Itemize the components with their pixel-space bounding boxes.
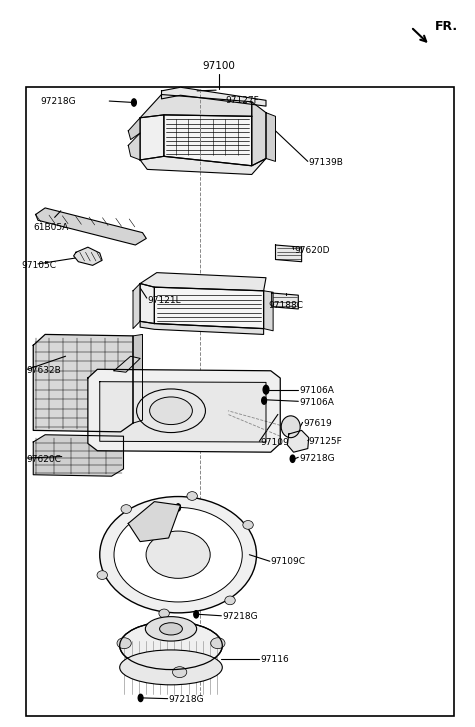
Text: 97109C: 97109C [271, 557, 306, 566]
Ellipse shape [121, 505, 132, 513]
Polygon shape [140, 284, 154, 324]
Circle shape [176, 504, 180, 511]
Text: 97139B: 97139B [309, 158, 343, 167]
Circle shape [262, 397, 266, 404]
Polygon shape [140, 95, 252, 118]
Text: 97619: 97619 [303, 419, 332, 427]
Polygon shape [114, 356, 140, 372]
Polygon shape [128, 118, 140, 140]
Polygon shape [276, 245, 302, 262]
Ellipse shape [114, 507, 242, 602]
Polygon shape [264, 291, 273, 331]
Polygon shape [287, 430, 309, 452]
Polygon shape [164, 115, 252, 166]
Polygon shape [128, 502, 180, 542]
Text: 97127F: 97127F [226, 96, 259, 105]
Polygon shape [88, 369, 280, 452]
Text: 97121L: 97121L [147, 296, 181, 305]
Ellipse shape [120, 622, 222, 670]
Polygon shape [33, 435, 124, 476]
Polygon shape [128, 133, 140, 160]
Text: 61B05A: 61B05A [33, 223, 68, 232]
Text: 97218G: 97218G [222, 612, 258, 621]
Circle shape [290, 455, 295, 462]
Ellipse shape [117, 638, 131, 648]
Text: 97106A: 97106A [299, 398, 334, 406]
Ellipse shape [281, 416, 300, 438]
Polygon shape [133, 284, 140, 329]
Text: 97218G: 97218G [169, 695, 204, 704]
Polygon shape [162, 87, 266, 106]
Text: 97620C: 97620C [26, 455, 61, 464]
Polygon shape [266, 113, 275, 161]
Ellipse shape [100, 497, 256, 613]
Text: 97632B: 97632B [26, 366, 61, 375]
Text: 97109A: 97109A [260, 438, 295, 446]
Text: 97218G: 97218G [299, 454, 335, 462]
Polygon shape [74, 247, 102, 265]
Text: 97116: 97116 [260, 655, 289, 664]
Polygon shape [133, 334, 142, 423]
Ellipse shape [145, 616, 197, 641]
Ellipse shape [146, 531, 210, 579]
Ellipse shape [225, 596, 235, 605]
Text: FR.: FR. [435, 20, 458, 33]
Polygon shape [36, 208, 146, 245]
Circle shape [138, 694, 143, 702]
Text: 97218G: 97218G [40, 97, 76, 105]
Polygon shape [272, 293, 298, 309]
Text: 97218G: 97218G [157, 507, 192, 516]
Ellipse shape [243, 521, 253, 529]
Circle shape [132, 99, 136, 106]
Ellipse shape [159, 609, 169, 618]
Circle shape [263, 385, 269, 394]
Ellipse shape [160, 623, 182, 635]
Text: 97106A: 97106A [299, 386, 334, 395]
Ellipse shape [187, 491, 198, 500]
Ellipse shape [211, 638, 225, 648]
Text: 97125F: 97125F [309, 437, 342, 446]
Text: 97100: 97100 [202, 60, 235, 71]
Ellipse shape [120, 650, 222, 685]
Polygon shape [100, 382, 266, 442]
Text: 97620D: 97620D [294, 246, 330, 255]
Polygon shape [33, 334, 133, 432]
Text: 97188C: 97188C [268, 301, 304, 310]
Polygon shape [154, 287, 264, 329]
Text: 97105C: 97105C [21, 261, 57, 270]
Bar [26, 87, 454, 716]
Polygon shape [140, 156, 266, 174]
Ellipse shape [172, 667, 187, 678]
Circle shape [194, 611, 199, 618]
Polygon shape [252, 102, 266, 166]
Polygon shape [140, 273, 266, 291]
Polygon shape [140, 321, 264, 334]
Ellipse shape [150, 397, 192, 425]
Polygon shape [140, 115, 164, 160]
Ellipse shape [97, 571, 107, 579]
